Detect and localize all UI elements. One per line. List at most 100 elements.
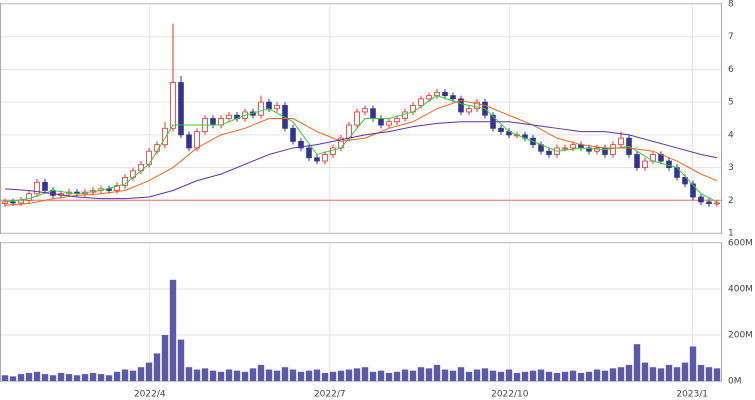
candle-body	[642, 160, 648, 168]
volume-bar	[385, 372, 393, 381]
volume-bar	[249, 368, 257, 381]
y-tick-label: 5	[728, 98, 734, 108]
volume-bar	[113, 371, 121, 381]
volume-bar	[225, 369, 233, 381]
candle-body	[458, 98, 464, 113]
volume-bar	[57, 372, 65, 381]
volume-bar	[169, 279, 177, 381]
volume-bar	[417, 367, 425, 381]
candle-body	[362, 108, 368, 113]
candle-body	[106, 188, 112, 191]
x-tick-label: 2022/4	[134, 390, 166, 400]
candle-body	[370, 108, 376, 119]
volume-bar	[505, 369, 513, 381]
candle-body	[274, 105, 280, 110]
volume-bar	[241, 371, 249, 381]
volume-bar	[457, 367, 465, 381]
y-tick-label: 7	[728, 32, 734, 42]
candle-body	[10, 201, 16, 204]
volume-bar	[705, 367, 713, 381]
volume-bar	[49, 375, 57, 381]
candle-body	[162, 127, 168, 146]
candle-body	[378, 118, 384, 126]
volume-bar	[321, 372, 329, 381]
volume-bar	[593, 369, 601, 381]
candle-body	[322, 154, 328, 162]
volume-bar	[625, 364, 633, 381]
volume-bar	[121, 369, 129, 381]
candle-body	[170, 82, 176, 129]
volume-bar	[433, 364, 441, 381]
volume-bar	[529, 370, 537, 381]
candle-body	[386, 121, 392, 126]
volume-bar	[377, 370, 385, 381]
volume-bar	[265, 369, 273, 381]
volume-bar	[649, 367, 657, 381]
volume-bar	[17, 374, 25, 381]
candle-body	[442, 91, 448, 97]
volume-bar	[681, 362, 689, 381]
volume-bar	[353, 368, 361, 381]
volume-bar	[329, 371, 337, 381]
candle-body	[194, 131, 200, 149]
y-tick-label: 3	[728, 163, 734, 173]
volume-bar	[449, 370, 457, 381]
volume-bar	[185, 367, 193, 381]
price-panel	[0, 3, 722, 234]
volume-bar	[177, 339, 185, 381]
volume-bar	[81, 374, 89, 381]
candle-body	[114, 185, 120, 191]
y-tick-label: 1	[728, 229, 734, 239]
volume-bar	[345, 369, 353, 381]
x-tick-label: 2022/7	[314, 390, 346, 400]
candle-body	[314, 157, 320, 162]
volume-bar	[337, 370, 345, 381]
volume-bar	[161, 335, 169, 381]
volume-bar	[441, 369, 449, 381]
volume-bar	[33, 371, 41, 381]
volume-bar	[305, 370, 313, 381]
volume-bar	[105, 375, 113, 381]
y-tick-label: 400M	[728, 285, 753, 295]
volume-bar	[641, 362, 649, 381]
volume-bar	[609, 368, 617, 381]
candle-body	[586, 147, 592, 152]
volume-bar	[473, 369, 481, 381]
candle-body	[546, 150, 552, 155]
volume-bar	[513, 372, 521, 381]
volume-bar	[585, 371, 593, 381]
candle-body	[226, 114, 232, 119]
candle-body	[698, 196, 704, 203]
candle-body	[498, 127, 504, 132]
candle-body	[562, 147, 568, 150]
candle-body	[666, 160, 672, 168]
x-tick-label: 2022/10	[491, 390, 529, 400]
x-tick-label: 2023/1	[676, 390, 708, 400]
volume-bar	[489, 370, 497, 381]
volume-bar	[577, 372, 585, 381]
candle-body	[266, 101, 272, 110]
candle-body	[186, 134, 192, 149]
volume-bar	[201, 368, 209, 381]
candle-body	[618, 137, 624, 146]
y-tick-label: 200M	[728, 331, 753, 341]
volume-bar	[425, 368, 433, 381]
candle-body	[210, 118, 216, 126]
volume-bar	[209, 370, 217, 381]
volume-bar	[665, 364, 673, 381]
volume-bar	[521, 371, 529, 381]
candle-body	[610, 144, 616, 155]
candle-body	[330, 147, 336, 155]
volume-bar	[233, 370, 241, 381]
volume-bar	[9, 376, 17, 381]
volume-bar	[689, 346, 697, 381]
volume-bar	[193, 369, 201, 381]
volume-bar	[41, 374, 49, 381]
volume-bar	[481, 368, 489, 381]
volume-bar	[545, 371, 553, 381]
candle-body	[290, 127, 296, 142]
candle-body	[42, 181, 48, 191]
volume-bar	[25, 372, 33, 381]
candle-body	[634, 154, 640, 168]
candle-body	[426, 95, 432, 100]
